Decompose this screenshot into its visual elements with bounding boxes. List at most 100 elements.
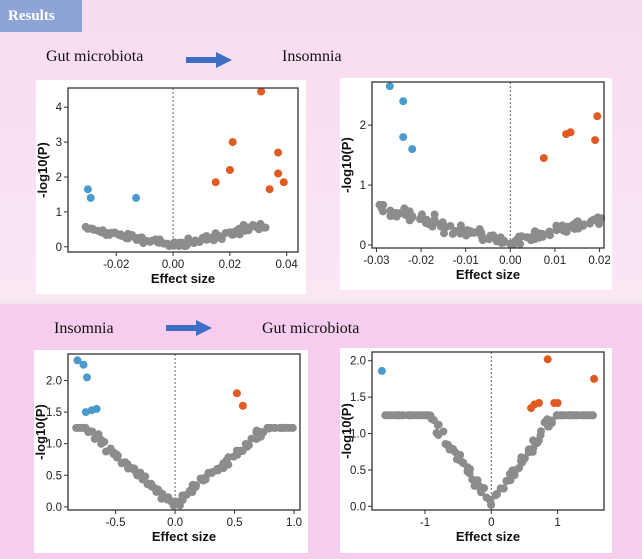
row1-exposure-label: Gut microbiota (46, 48, 144, 65)
data-point (288, 423, 297, 432)
data-point (586, 219, 594, 228)
x-tick-label: 0.0 (167, 517, 183, 529)
y-axis-title: -log10(P) (340, 403, 354, 459)
data-point (217, 235, 226, 243)
data-point (113, 453, 122, 462)
positive-point (553, 399, 562, 407)
data-point (473, 476, 482, 485)
negative-point (73, 356, 82, 365)
x-tick-label: -0.5 (106, 517, 126, 529)
x-tick-label: 0.02 (219, 259, 241, 271)
plot-background (36, 80, 306, 294)
data-point (520, 454, 529, 463)
data-point (116, 230, 125, 239)
data-point (379, 200, 388, 209)
data-point (579, 220, 588, 229)
volcano-plot-insomnia-to-gut: -0.5 0.0 0.5 1.0 0.0 0.5 1.0 1.5 2.0 Effect size -… (34, 350, 308, 553)
row2-exposure-label: Insomnia (54, 320, 114, 337)
x-tick-label: -0.03 (363, 255, 389, 267)
data-point (538, 232, 547, 241)
positive-point (279, 178, 288, 187)
x-tick-label: -0.02 (408, 255, 434, 267)
data-point (175, 242, 183, 250)
negative-point (92, 404, 101, 413)
positive-point (566, 128, 575, 137)
plot-background (340, 78, 612, 290)
data-point (562, 227, 571, 236)
data-point (499, 484, 508, 493)
data-point (489, 231, 498, 240)
data-point (487, 500, 496, 509)
y-tick-label: 1.5 (46, 407, 62, 419)
volcano-plot-insomnia-replication: -0.03 -0.02 -0.01 0.00 0.01 0.02 0 1 2 Effect siz… (340, 78, 612, 290)
data-point (466, 465, 474, 474)
positive-point (535, 399, 543, 407)
panel-divider (0, 298, 642, 304)
negative-point (83, 373, 91, 382)
plot-background (34, 350, 308, 553)
y-tick-label: 0.0 (46, 502, 62, 514)
data-point (192, 481, 200, 490)
x-tick-label: 0.01 (544, 255, 566, 267)
y-tick-label: 2.0 (46, 376, 62, 388)
data-point (593, 213, 602, 222)
x-tick-label: -1 (420, 517, 430, 529)
negative-point (408, 145, 417, 154)
y-tick-label: 0 (360, 240, 366, 252)
positive-point (232, 389, 241, 398)
negative-point (385, 82, 394, 91)
null-points (81, 219, 270, 251)
y-tick-label: 0 (56, 242, 62, 254)
y-tick-label: 2 (56, 172, 62, 184)
positive-point (274, 169, 283, 178)
negative-point (377, 366, 386, 375)
negative-point (81, 408, 90, 417)
x-tick-label: -0.02 (103, 259, 129, 271)
data-point (528, 447, 537, 456)
plot-frame (371, 81, 605, 249)
negative-point (399, 133, 408, 142)
null-points (72, 423, 297, 510)
data-point (100, 437, 109, 446)
y-tick-label: 3 (56, 137, 62, 149)
data-point (439, 427, 448, 436)
y-tick-label: 1.0 (46, 439, 62, 451)
data-point (480, 484, 489, 493)
positive-point (211, 178, 220, 187)
plot-background (340, 348, 612, 553)
positive-point (265, 185, 274, 194)
positive-point (228, 138, 237, 147)
data-point (572, 411, 581, 420)
row2-arrow-icon (166, 320, 212, 336)
data-point (88, 427, 97, 436)
y-axis-title: -log10(P) (36, 142, 50, 198)
data-point (536, 431, 545, 440)
positive-point (590, 374, 599, 383)
x-axis-title: Effect size (456, 267, 520, 282)
y-tick-label: 1 (360, 180, 366, 192)
y-tick-label: 1.5 (350, 392, 366, 404)
data-point (260, 223, 269, 232)
data-point (379, 207, 387, 216)
plot-frame (67, 87, 299, 253)
data-point (141, 472, 150, 481)
x-tick-label: 0.5 (227, 517, 243, 529)
y-axis-title: -log10(P) (340, 137, 354, 193)
y-axis-title: -log10(P) (34, 404, 48, 460)
data-point (270, 423, 278, 432)
positive-point (274, 148, 283, 157)
positive-point (593, 112, 602, 121)
data-point (546, 231, 554, 240)
negative-point (79, 360, 88, 369)
y-tick-label: 1 (56, 207, 62, 219)
plot-frame (371, 351, 605, 511)
data-point (475, 225, 484, 234)
data-point (201, 475, 210, 484)
data-point (478, 236, 487, 245)
data-point (449, 445, 457, 453)
data-point (430, 210, 439, 219)
x-tick-label: 0.00 (499, 255, 521, 267)
data-point (500, 236, 509, 245)
negative-point (399, 97, 408, 106)
